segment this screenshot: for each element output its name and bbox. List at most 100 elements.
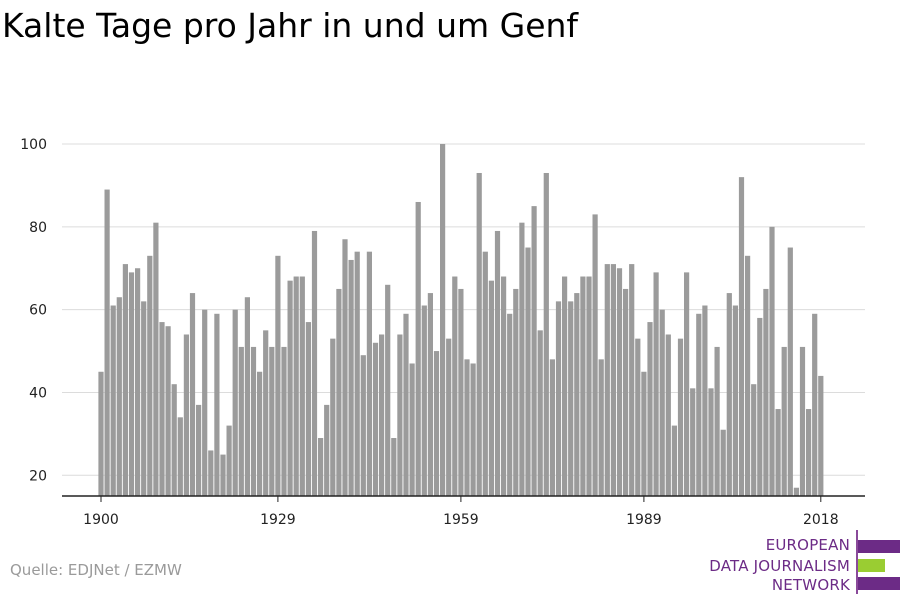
bar-1908: [147, 255, 153, 496]
bar-1929: [275, 255, 281, 496]
y-tick-label: 80: [29, 220, 47, 236]
bar-1995: [677, 338, 684, 496]
bar-1941: [348, 259, 354, 496]
edjnet-logo: EUROPEAN DATA JOURNALISM NETWORK: [690, 530, 900, 596]
bar-1906: [135, 268, 141, 496]
bar-2001: [714, 346, 720, 496]
bar-1962: [476, 172, 482, 497]
bar-1948: [391, 438, 397, 496]
bar-2013: [787, 247, 793, 496]
bar-1966: [501, 276, 507, 496]
bar-1915: [189, 293, 196, 496]
bar-1991: [653, 272, 659, 496]
bar-1944: [366, 251, 372, 496]
bar-1900: [98, 371, 104, 496]
y-axis-ticks: 20 40 60 80 100: [20, 137, 47, 484]
bar-2003: [726, 293, 732, 496]
bar-1931: [287, 280, 293, 496]
bar-1961: [470, 363, 476, 496]
bar-1940: [342, 239, 348, 496]
bar-1919: [214, 313, 220, 496]
bar-1958: [452, 276, 458, 496]
logo-line-data-journalism: DATA JOURNALISM: [709, 557, 850, 575]
bar-1916: [196, 404, 202, 496]
bar-2005: [738, 177, 745, 496]
bar-1989: [641, 371, 647, 496]
bar-1907: [141, 301, 147, 496]
bar-1928: [269, 346, 275, 496]
bar-1909: [153, 222, 159, 496]
bar-1952: [415, 201, 421, 497]
bar-1947: [385, 284, 391, 496]
bar-1939: [336, 288, 342, 496]
bar-1994: [671, 425, 677, 496]
bar-1901: [104, 189, 110, 497]
bar-1951: [409, 363, 415, 496]
bar-1926: [257, 371, 263, 496]
bar-2007: [751, 384, 757, 496]
y-tick-label: 100: [20, 137, 47, 153]
logo-line-european: EUROPEAN: [765, 536, 850, 554]
bar-2018: [818, 375, 824, 496]
bar-1923: [238, 346, 244, 496]
bar-1985: [616, 268, 623, 496]
bar-2009: [763, 288, 769, 496]
x-tick-label: 1959: [443, 512, 479, 528]
bar-1949: [397, 334, 403, 496]
bar-1978: [574, 293, 580, 496]
bar-1993: [665, 334, 671, 496]
bar-2016: [806, 409, 812, 496]
bar-1913: [177, 417, 183, 496]
bar-1977: [568, 301, 574, 496]
bar-1922: [232, 309, 238, 496]
bar-1979: [580, 276, 586, 496]
bar-2002: [720, 429, 726, 496]
bar-2014: [793, 487, 799, 496]
bar-1902: [110, 305, 116, 496]
bar-1943: [360, 355, 366, 496]
bar-1975: [555, 301, 562, 496]
bar-1950: [403, 313, 409, 496]
x-tick-label: 1929: [260, 512, 296, 528]
bar-1946: [379, 334, 385, 496]
bar-1980: [586, 276, 592, 496]
bar-1992: [659, 309, 665, 496]
bar-1942: [354, 251, 360, 496]
bar-1933: [299, 276, 305, 496]
bar-2004: [732, 305, 738, 496]
bar-1986: [623, 288, 629, 496]
bar-2011: [775, 409, 781, 496]
bar-1957: [446, 338, 452, 496]
bar-1904: [122, 264, 128, 496]
bar-1971: [531, 206, 537, 496]
bar-1924: [244, 297, 250, 496]
bar-1997: [690, 388, 696, 496]
x-tick-label: 1989: [626, 512, 662, 528]
bar-1974: [549, 359, 555, 496]
bar-1996: [684, 272, 690, 496]
x-tick-label: 2018: [803, 512, 839, 528]
y-tick-label: 40: [29, 385, 47, 401]
x-tick-label: 1900: [83, 512, 119, 528]
bar-1934: [305, 322, 311, 496]
bar-2008: [757, 317, 763, 496]
bar-2010: [769, 226, 775, 496]
bar-1930: [281, 346, 287, 496]
bar-1912: [171, 384, 177, 496]
bar-2012: [781, 346, 787, 496]
bar-1959: [458, 288, 464, 496]
chart-title: Kalte Tage pro Jahr in und um Genf: [2, 6, 579, 45]
bar-1936: [318, 438, 324, 496]
bar-1968: [513, 288, 519, 496]
bar-2015: [799, 346, 806, 496]
bar-1910: [159, 322, 165, 496]
bar-1918: [208, 450, 214, 496]
bar-1932: [293, 276, 299, 496]
bar-1967: [507, 313, 513, 496]
bar-1999: [702, 305, 708, 496]
bar-1905: [128, 272, 135, 496]
bar-1920: [220, 454, 226, 496]
bar-1917: [202, 309, 208, 496]
bar-1984: [610, 264, 616, 496]
